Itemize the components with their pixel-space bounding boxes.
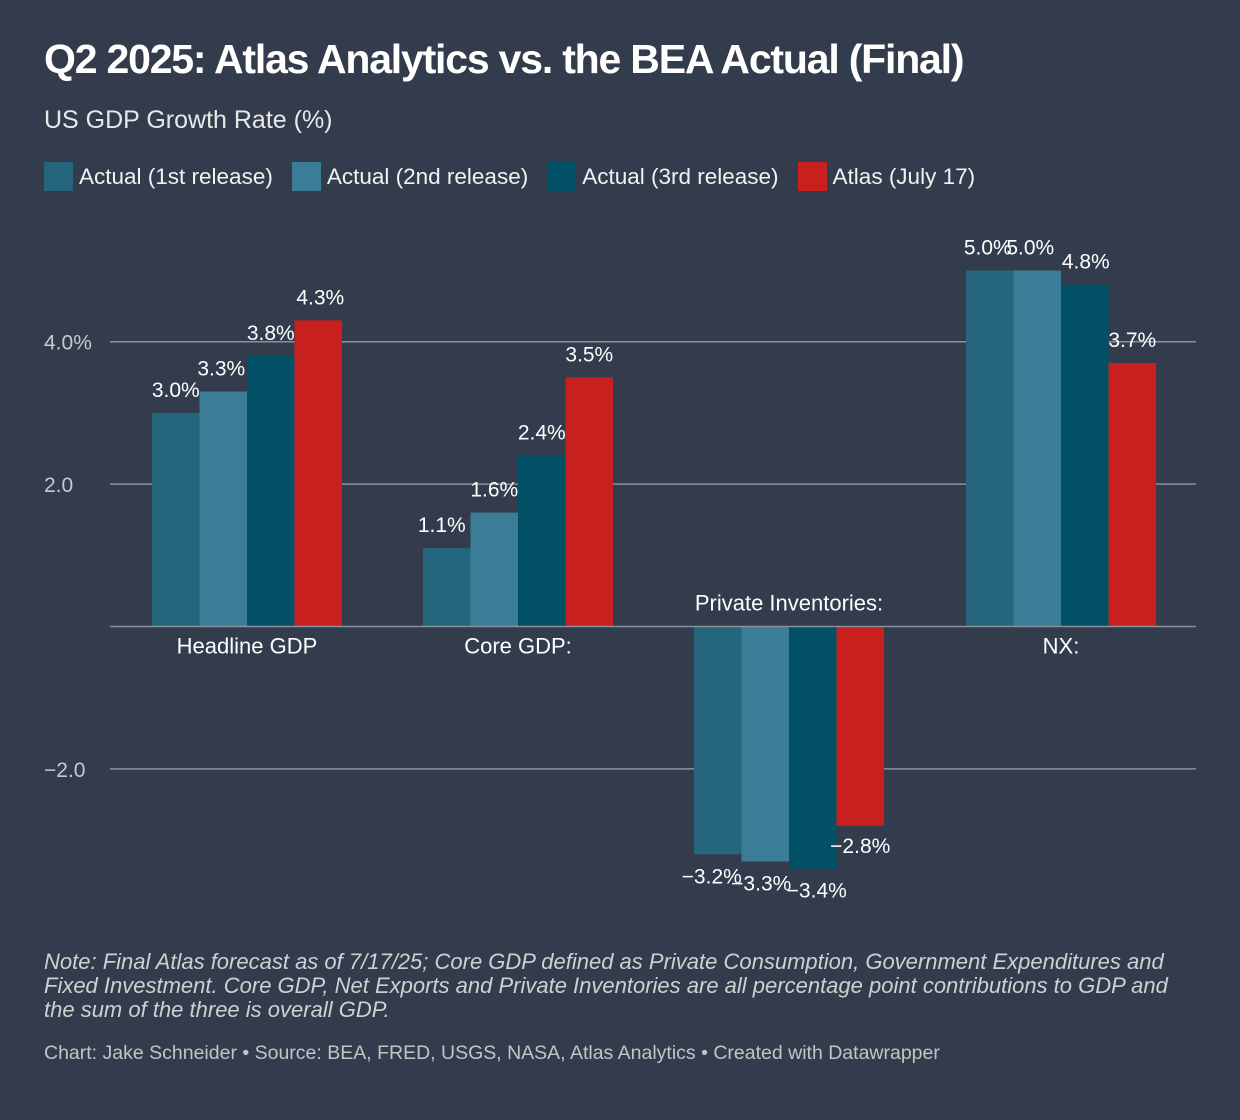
data-label: 4.8% xyxy=(1062,251,1110,274)
data-label: −3.2% xyxy=(682,865,742,888)
bar-actual-1st xyxy=(423,548,471,627)
data-label: −3.4% xyxy=(787,880,847,903)
bar-actual-3rd xyxy=(1061,284,1109,627)
data-label: 3.8% xyxy=(247,322,295,345)
bar-actual-3rd xyxy=(518,455,566,627)
data-label: 3.3% xyxy=(197,358,245,381)
data-label: 3.7% xyxy=(1108,329,1156,352)
bar-actual-3rd xyxy=(247,355,295,627)
legend-label: Atlas (July 17) xyxy=(832,163,976,189)
data-label: 4.3% xyxy=(296,286,344,309)
bar-actual-2nd xyxy=(1013,270,1061,627)
legend-item-actual-1st: Actual (1st release) xyxy=(44,162,273,191)
bar-actual-2nd xyxy=(741,626,789,862)
bar-actual-1st xyxy=(694,626,742,855)
chart-note: Note: Final Atlas forecast as of 7/17/25… xyxy=(44,949,1168,1022)
category-label: Headline GDP xyxy=(177,634,318,659)
bar-actual-2nd xyxy=(470,512,518,627)
legend-label: Actual (2nd release) xyxy=(326,163,529,189)
legend-item-atlas: Atlas (July 17) xyxy=(797,162,976,191)
data-label: 1.6% xyxy=(470,479,518,502)
legend-swatch xyxy=(291,162,321,191)
bar-actual-1st xyxy=(966,270,1014,627)
bar-actual-1st xyxy=(152,412,200,627)
y-tick-label: −2.0 xyxy=(44,759,85,782)
y-tick-label: 2.0 xyxy=(44,474,73,497)
chart-credit: Chart: Jake Schneider • Source: BEA, FRE… xyxy=(44,1042,940,1064)
legend-swatch xyxy=(547,162,577,191)
bar-atlas xyxy=(565,377,613,627)
data-label: 5.0% xyxy=(964,237,1012,260)
legend-swatch xyxy=(797,162,827,191)
data-label: −2.8% xyxy=(830,835,890,858)
chart-title: Q2 2025: Atlas Analytics vs. the BEA Act… xyxy=(44,36,964,82)
legend-item-actual-3rd: Actual (3rd release) xyxy=(547,162,779,191)
legend-swatch xyxy=(44,162,73,191)
data-label: 2.4% xyxy=(518,422,566,445)
chart-subtitle: US GDP Growth Rate (%) xyxy=(44,106,333,134)
legend-label: Actual (1st release) xyxy=(79,163,273,189)
bar-atlas xyxy=(1108,363,1156,627)
category-label: Core GDP: xyxy=(464,634,572,659)
bar-actual-3rd xyxy=(789,626,837,869)
category-label: Private Inventories: xyxy=(695,591,883,616)
data-label: 5.0% xyxy=(1006,237,1054,260)
legend-item-actual-2nd: Actual (2nd release) xyxy=(291,162,529,191)
data-label: 3.0% xyxy=(152,379,200,402)
bar-actual-2nd xyxy=(199,391,247,627)
bar-atlas xyxy=(294,320,342,627)
data-label: 1.1% xyxy=(418,514,466,537)
bar-atlas xyxy=(836,626,884,826)
legend: Actual (1st release) Actual (2nd release… xyxy=(44,162,994,191)
data-label: −3.3% xyxy=(731,872,791,895)
data-label: 3.5% xyxy=(565,343,613,366)
category-label: NX: xyxy=(1043,634,1080,659)
y-tick-label: 4.0% xyxy=(44,332,92,355)
legend-label: Actual (3rd release) xyxy=(582,163,779,189)
